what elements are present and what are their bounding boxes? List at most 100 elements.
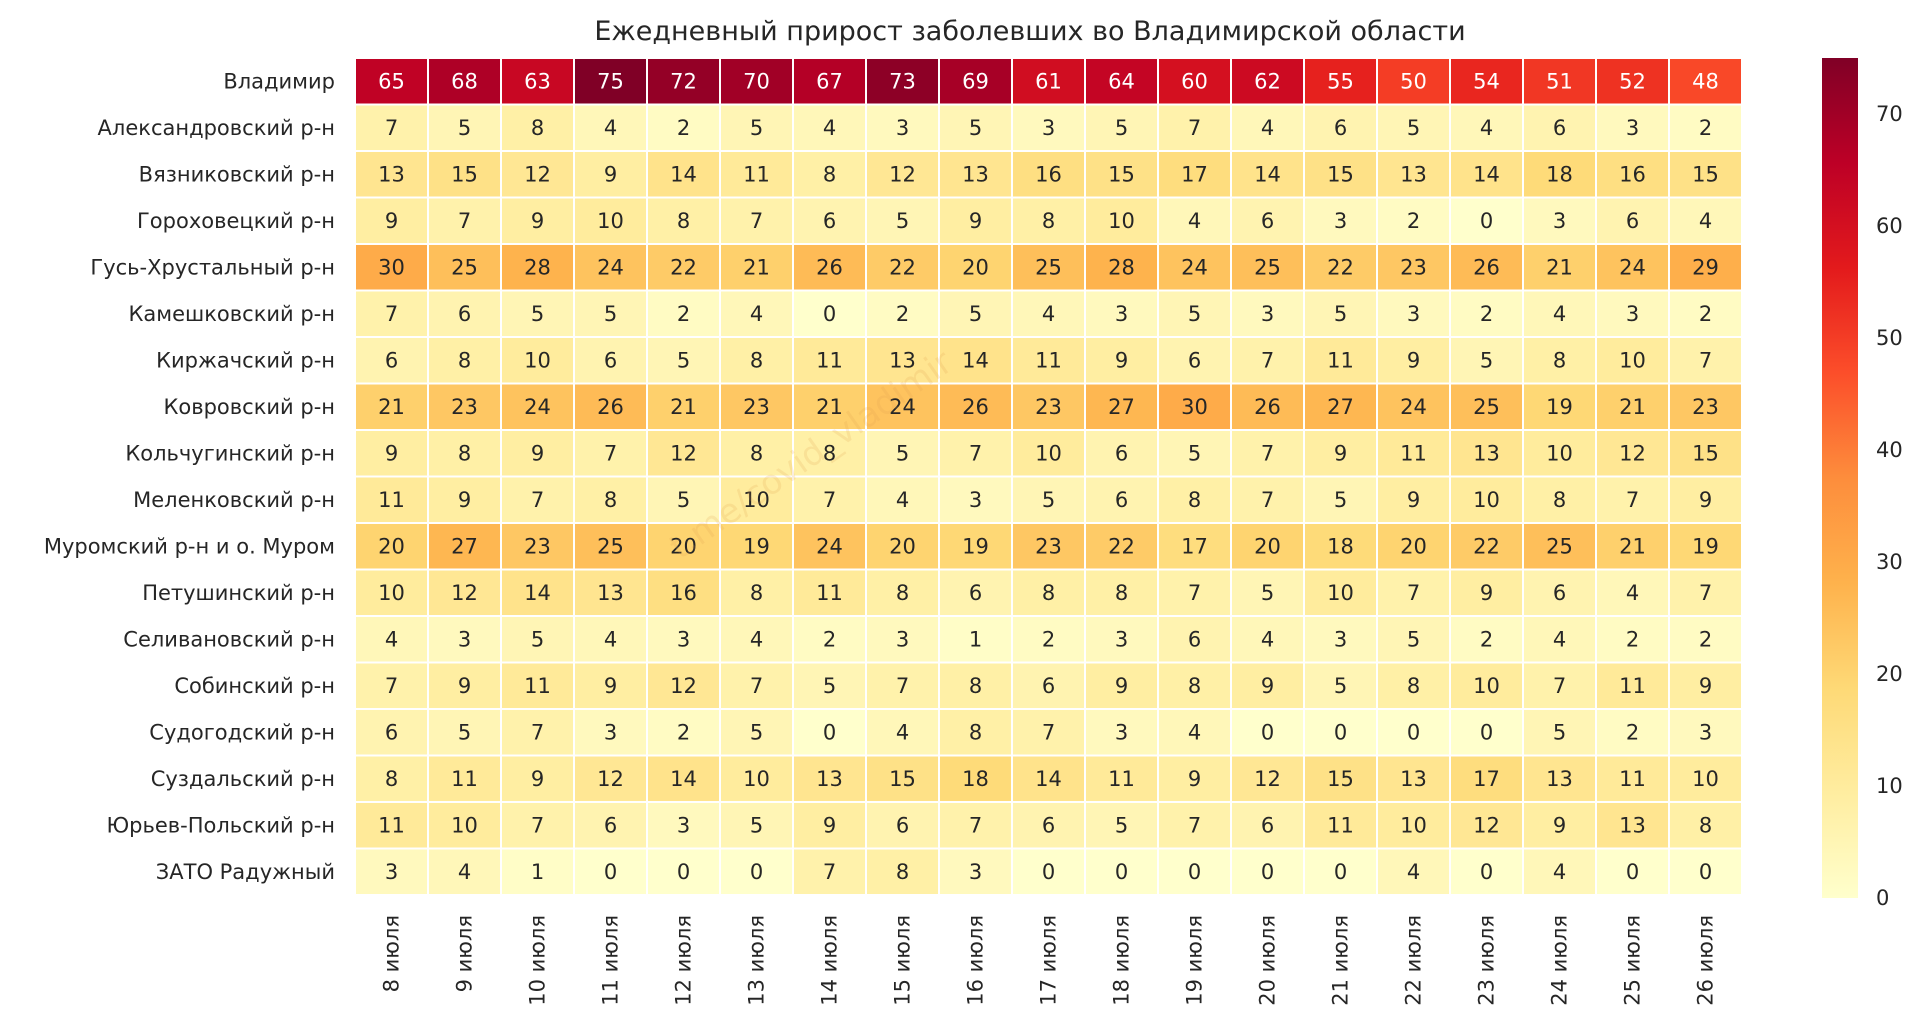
heatmap-cell: [1376, 615, 1451, 664]
heatmap-cell: [427, 429, 502, 478]
cell-value: 26: [597, 395, 624, 419]
row-label: Александровский р-н: [98, 116, 335, 140]
cell-value: 6: [969, 581, 982, 605]
cell-value: 8: [896, 860, 909, 884]
heatmap-cell: [354, 475, 429, 524]
cell-value: 7: [604, 441, 617, 465]
heatmap-cell: [938, 336, 1013, 385]
heatmap-cell: [1376, 150, 1451, 199]
heatmap-cell: [1449, 196, 1524, 245]
heatmap-cell: [354, 429, 429, 478]
cell-value: 7: [896, 674, 909, 698]
cell-value: 5: [1407, 116, 1420, 140]
cell-value: 9: [1334, 441, 1347, 465]
cell-value: 8: [604, 488, 617, 512]
cell-value: 13: [1473, 441, 1500, 465]
cell-value: 27: [1327, 395, 1354, 419]
heatmap-cell: [354, 522, 429, 571]
heatmap-cell: [792, 847, 867, 896]
cell-value: 21: [816, 395, 843, 419]
cell-value: 5: [1115, 813, 1128, 837]
cell-value: 9: [1261, 674, 1274, 698]
cell-value: 29: [1692, 255, 1719, 279]
column-label: 26 июля: [1694, 915, 1718, 1006]
cell-value: 2: [1480, 627, 1493, 651]
cell-value: 10: [378, 581, 405, 605]
cell-value: 6: [604, 813, 617, 837]
cell-value: 15: [1327, 162, 1354, 186]
cell-value: 3: [1115, 627, 1128, 651]
cell-value: 72: [670, 69, 697, 93]
column-label: 21 июля: [1329, 915, 1353, 1006]
heatmap-cell: [1668, 336, 1743, 385]
cell-value: 5: [677, 348, 690, 372]
cell-value: 8: [458, 441, 471, 465]
cell-value: 8: [823, 441, 836, 465]
heatmap-cell: [1376, 382, 1451, 431]
heatmap-cell: [792, 429, 867, 478]
cell-value: 0: [1261, 860, 1274, 884]
cell-value: 7: [1261, 348, 1274, 372]
column-label: 19 июля: [1183, 915, 1207, 1006]
cell-value: 28: [524, 255, 551, 279]
cell-value: 54: [1473, 69, 1500, 93]
heatmap-cell: [1449, 847, 1524, 896]
cell-value: 10: [1473, 674, 1500, 698]
cell-value: 26: [1254, 395, 1281, 419]
heatmap-cell: [1522, 150, 1597, 199]
cell-value: 6: [1115, 441, 1128, 465]
heatmap-cell: [792, 196, 867, 245]
heatmap-cell: [427, 615, 502, 664]
cell-value: 62: [1254, 69, 1281, 93]
cell-value: 2: [677, 302, 690, 326]
heatmap-cell: [427, 708, 502, 757]
heatmap-cell: [1303, 57, 1378, 106]
cell-value: 67: [816, 69, 843, 93]
cell-value: 23: [1400, 255, 1427, 279]
heatmap-cell: [646, 429, 721, 478]
cell-value: 5: [1115, 116, 1128, 140]
cell-value: 8: [823, 162, 836, 186]
heatmap-cell: [1668, 57, 1743, 106]
heatmap-cell: [354, 847, 429, 896]
heatmap-cell: [427, 243, 502, 292]
heatmap-cell: [792, 754, 867, 803]
cell-value: 9: [1115, 674, 1128, 698]
heatmap-cell: [1595, 103, 1670, 152]
cell-value: 18: [1327, 534, 1354, 558]
cell-value: 24: [524, 395, 551, 419]
cell-value: 4: [823, 116, 836, 140]
cell-value: 13: [597, 581, 624, 605]
cell-value: 3: [1699, 720, 1712, 744]
cell-value: 23: [1692, 395, 1719, 419]
cell-value: 0: [677, 860, 690, 884]
cell-value: 2: [677, 116, 690, 140]
colorbar-tick-label: 50: [1876, 326, 1903, 350]
cell-value: 5: [896, 441, 909, 465]
column-label: 18 июля: [1110, 915, 1134, 1006]
cell-value: 9: [1699, 674, 1712, 698]
cell-value: 6: [1188, 348, 1201, 372]
cell-value: 70: [743, 69, 770, 93]
heatmap-cell: [1595, 382, 1670, 431]
cell-value: 11: [451, 767, 478, 791]
row-label: Муромский р-н и о. Муром: [44, 534, 335, 558]
cell-value: 14: [962, 348, 989, 372]
cell-value: 7: [750, 674, 763, 698]
cell-value: 7: [1188, 813, 1201, 837]
cell-value: 5: [531, 302, 544, 326]
heatmap-cell: [1668, 475, 1743, 524]
row-label: Ковровский р-н: [163, 395, 335, 419]
heatmap-cell: [1376, 708, 1451, 757]
heatmap-cell: [573, 475, 648, 524]
heatmap-cell: [354, 289, 429, 338]
cell-value: 7: [1261, 488, 1274, 512]
colorbar-tick-label: 60: [1876, 214, 1903, 238]
cell-value: 8: [750, 348, 763, 372]
cell-value: 6: [1188, 627, 1201, 651]
cell-value: 6: [823, 209, 836, 233]
cell-value: 9: [969, 209, 982, 233]
cell-value: 24: [597, 255, 624, 279]
heatmap-cell: [1157, 568, 1232, 617]
cell-value: 9: [1407, 488, 1420, 512]
